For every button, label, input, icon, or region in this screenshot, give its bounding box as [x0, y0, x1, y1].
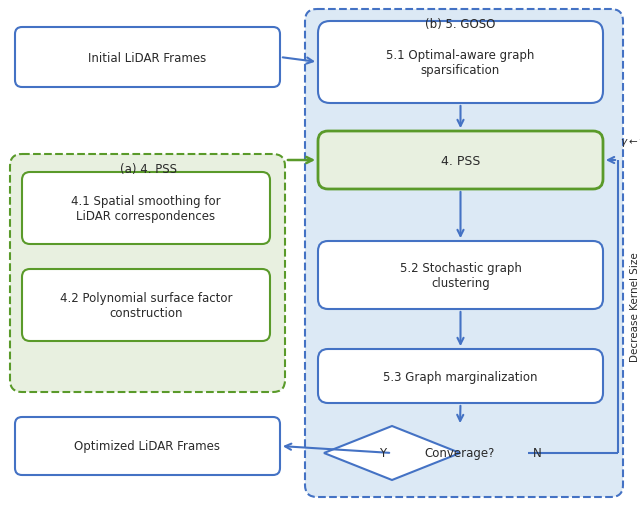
- FancyBboxPatch shape: [10, 155, 285, 392]
- Text: (b) 5. GOSO: (b) 5. GOSO: [425, 18, 495, 31]
- FancyBboxPatch shape: [318, 22, 603, 104]
- FancyBboxPatch shape: [305, 10, 623, 497]
- FancyBboxPatch shape: [318, 132, 603, 189]
- FancyBboxPatch shape: [15, 28, 280, 88]
- FancyBboxPatch shape: [318, 241, 603, 310]
- Text: 5.1 Optimal-aware graph
sparsification: 5.1 Optimal-aware graph sparsification: [387, 49, 534, 77]
- Text: 4.1 Spatial smoothing for
LiDAR correspondences: 4.1 Spatial smoothing for LiDAR correspo…: [71, 194, 221, 223]
- Polygon shape: [324, 426, 460, 480]
- Text: (a) 4. PSS: (a) 4. PSS: [120, 163, 177, 176]
- Text: 4.2 Polynomial surface factor
construction: 4.2 Polynomial surface factor constructi…: [60, 291, 232, 319]
- FancyBboxPatch shape: [22, 173, 270, 244]
- Text: $\gamma \leftarrow \gamma/T_D$: $\gamma \leftarrow \gamma/T_D$: [620, 135, 640, 148]
- Text: Optimized LiDAR Frames: Optimized LiDAR Frames: [74, 440, 221, 452]
- Text: N: N: [533, 446, 541, 460]
- Text: Y: Y: [379, 446, 386, 460]
- Text: Converage?: Converage?: [425, 446, 495, 460]
- Text: 5.2 Stochastic graph
clustering: 5.2 Stochastic graph clustering: [399, 262, 522, 289]
- FancyBboxPatch shape: [22, 270, 270, 341]
- Text: Decrease Kernel Size: Decrease Kernel Size: [630, 252, 640, 362]
- Text: 4. PSS: 4. PSS: [441, 154, 480, 167]
- Text: Initial LiDAR Frames: Initial LiDAR Frames: [88, 52, 207, 64]
- Text: 5.3 Graph marginalization: 5.3 Graph marginalization: [383, 370, 538, 383]
- FancyBboxPatch shape: [15, 417, 280, 475]
- FancyBboxPatch shape: [318, 349, 603, 403]
